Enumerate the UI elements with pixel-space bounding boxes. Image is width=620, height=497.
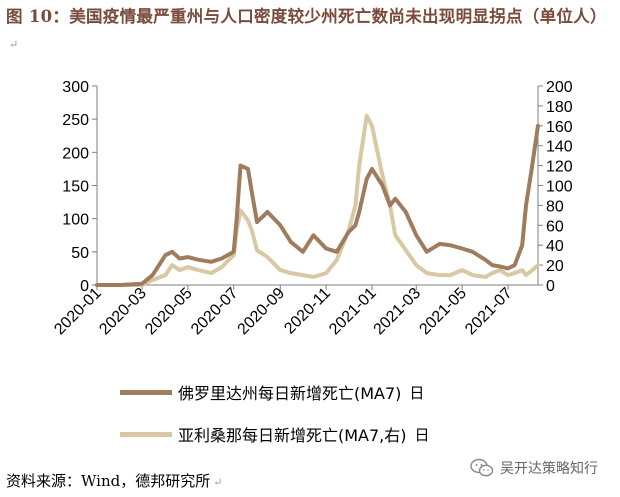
wechat-icon bbox=[470, 458, 494, 478]
y-right-tick-label: 0 bbox=[546, 278, 555, 295]
x-tick-label: 2021-07 bbox=[462, 285, 516, 339]
legend-extra-arizona: 日 bbox=[414, 425, 430, 444]
x-tick-label: 2021-05 bbox=[416, 285, 470, 339]
legend-swatch-arizona bbox=[120, 431, 172, 437]
x-tick-label: 2020-09 bbox=[235, 285, 289, 339]
y-right-tick-label: 40 bbox=[546, 238, 564, 255]
y-right-tick-label: 60 bbox=[546, 218, 564, 235]
y-left-tick-label: 200 bbox=[62, 145, 89, 162]
chart-title-text: 图 10：美国疫情最严重州与人口密度较少州死亡数尚未出现明显拐点（单位人） bbox=[6, 7, 607, 26]
x-tick-label: 2020-01 bbox=[51, 285, 105, 339]
y-right-tick-label: 120 bbox=[546, 159, 573, 176]
x-tick-label: 2021-03 bbox=[371, 285, 425, 339]
x-tick-label: 2020-11 bbox=[281, 285, 334, 338]
legend-label-arizona: 亚利桑那每日新增死亡(MA7,右) bbox=[178, 426, 407, 445]
y-right-tick-label: 200 bbox=[546, 79, 573, 96]
paragraph-mark-icon: ↵ bbox=[9, 38, 19, 51]
watermark-text: 吴开达策略知行 bbox=[500, 461, 598, 477]
y-left-tick-label: 0 bbox=[80, 278, 89, 295]
y-right-tick-label: 180 bbox=[546, 99, 573, 116]
y-right-tick-label: 80 bbox=[546, 198, 564, 215]
legend-label-florida: 佛罗里达州每日新增死亡(MA7) bbox=[178, 384, 402, 403]
x-tick-label: 2021-01 bbox=[326, 285, 380, 339]
x-tick-label: 2020-05 bbox=[142, 285, 196, 339]
y-left-tick-label: 300 bbox=[62, 79, 89, 96]
y-left-tick-label: 250 bbox=[62, 112, 89, 129]
y-left-tick-label: 150 bbox=[62, 179, 89, 196]
y-left-tick-label: 50 bbox=[71, 245, 89, 262]
paragraph-mark-icon: ↵ bbox=[213, 476, 223, 489]
source-text: 资料来源：Wind，德邦研究所 bbox=[6, 472, 211, 490]
dual-axis-line-chart: 0 50 100 150 200 250 300 0 20 40 60 80 100 120 140 160 1… bbox=[51, 79, 573, 339]
series-line-florida bbox=[95, 123, 540, 287]
y-left-tick-label: 100 bbox=[62, 212, 89, 229]
chart-title: 图 10：美国疫情最严重州与人口密度较少州死亡数尚未出现明显拐点（单位人） ↵ bbox=[6, 4, 614, 58]
x-tick-label: 2020-03 bbox=[96, 285, 150, 339]
legend-item-florida: 佛罗里达州每日新增死亡(MA7) 日 bbox=[120, 381, 540, 403]
y-right-tick-label: 100 bbox=[546, 179, 573, 196]
legend-swatch-florida bbox=[120, 389, 172, 395]
source-note: 资料来源：Wind，德邦研究所 ↵ bbox=[6, 470, 222, 491]
chart-legend: 佛罗里达州每日新增死亡(MA7) 日 亚利桑那每日新增死亡(MA7,右) 日 bbox=[120, 381, 540, 465]
watermark: 吴开达策略知行 bbox=[470, 458, 598, 478]
y-right-tick-label: 20 bbox=[546, 258, 564, 275]
legend-extra-florida: 日 bbox=[409, 383, 425, 402]
y-right-tick-label: 140 bbox=[546, 139, 573, 156]
y-right-tick-label: 160 bbox=[546, 119, 573, 136]
x-tick-label: 2020-07 bbox=[188, 285, 242, 339]
legend-item-arizona: 亚利桑那每日新增死亡(MA7,右) 日 bbox=[120, 423, 540, 445]
